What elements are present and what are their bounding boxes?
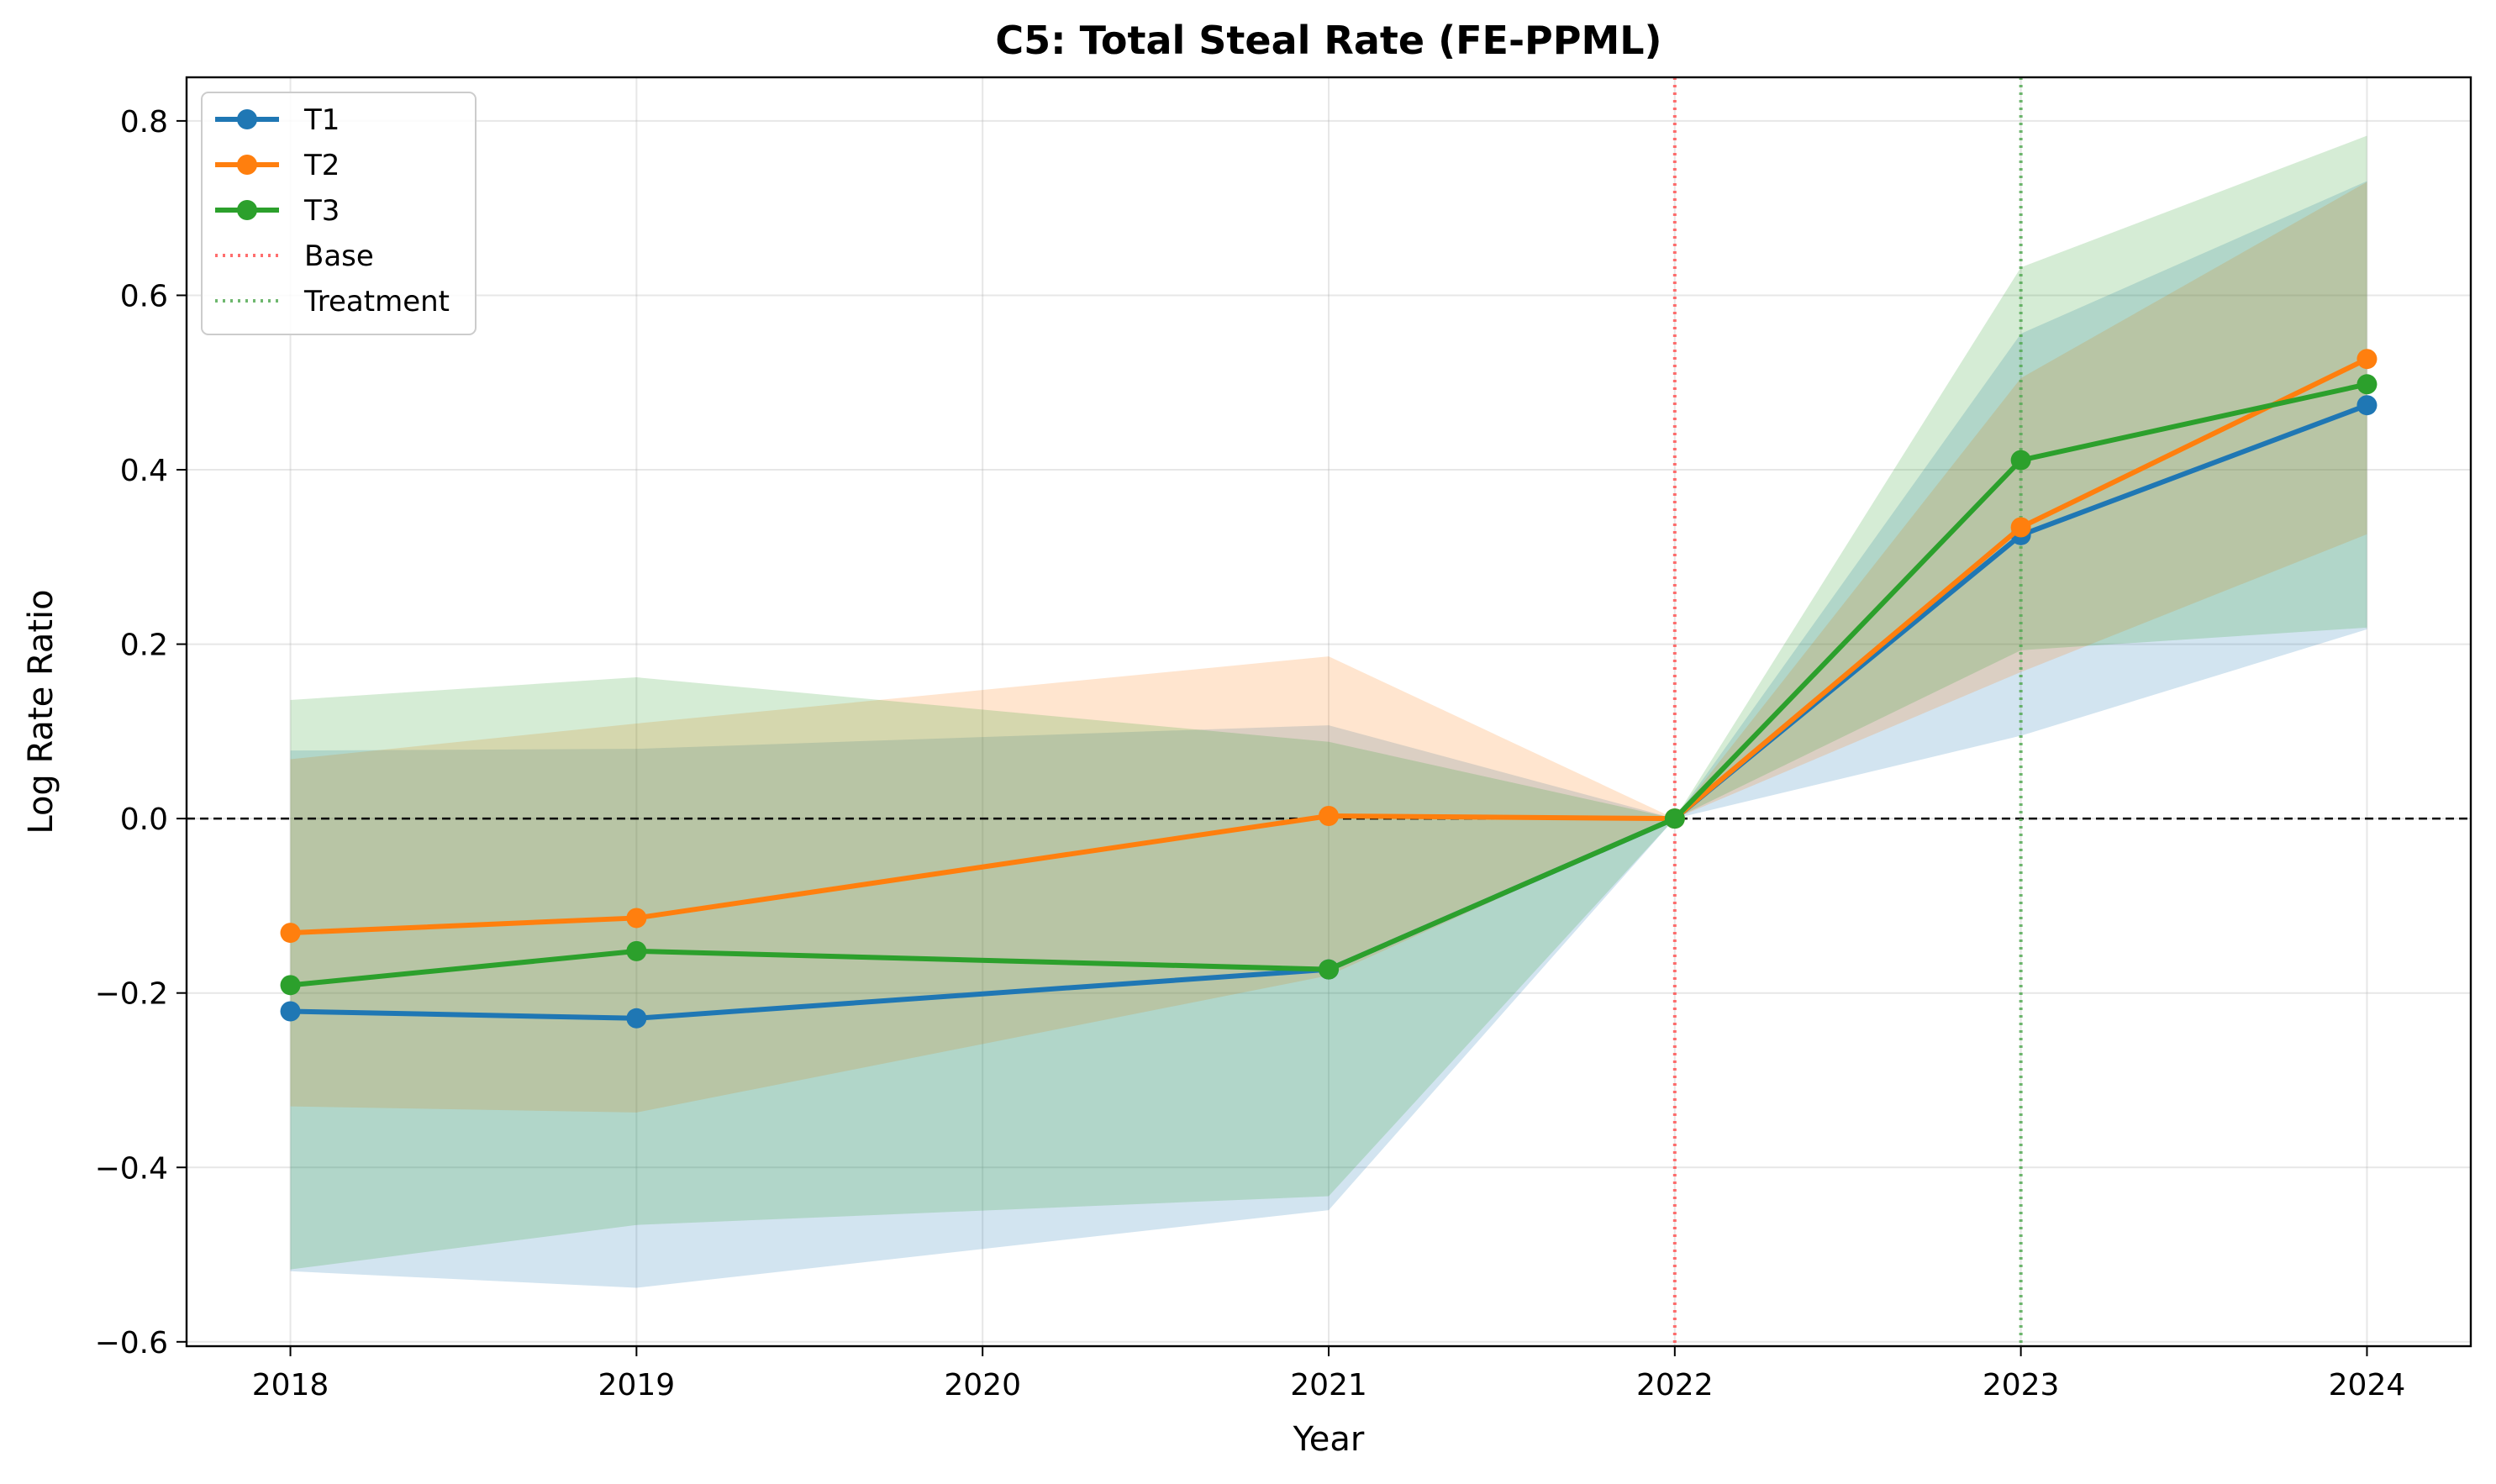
legend: T1 T2 T3 Base Treatment (201, 92, 477, 335)
legend-label-t1: T1 (303, 103, 340, 137)
data-point-t2 (280, 923, 301, 944)
x-axis-label: Year (1293, 1420, 1365, 1459)
y-tick-label: −0.6 (95, 1326, 168, 1360)
series-lines (280, 349, 2378, 1029)
y-tick-label: 0.8 (120, 105, 168, 139)
y-tick-label: 0.0 (120, 803, 168, 837)
reference-lines (187, 77, 2471, 1346)
legend-marker-t3 (237, 200, 257, 220)
x-tick-label: 2022 (1636, 1368, 1714, 1402)
x-tick-label: 2018 (252, 1368, 329, 1402)
y-tick-label: 0.6 (120, 279, 168, 313)
series-line-t2 (290, 356, 2368, 936)
x-tick-label: 2023 (1983, 1368, 2060, 1402)
data-point-t2 (626, 908, 647, 929)
data-point-t3 (280, 975, 301, 996)
ci-band-t2 (290, 182, 2367, 1113)
data-point-t3 (626, 940, 647, 961)
data-point-t3 (2010, 450, 2031, 471)
data-point-t3 (1319, 959, 1339, 980)
legend-label-t2: T2 (303, 149, 340, 182)
legend-label-base: Base (304, 239, 374, 273)
ticks: 2018 2019 2020 2021 2022 2023 2024 −0.6 −0.4 −0.2… (95, 105, 2406, 1402)
data-point-t3 (2356, 374, 2378, 395)
data-point-t2 (2356, 349, 2378, 370)
chart-title: C5: Total Steal Rate (FE-PPML) (995, 18, 1661, 63)
legend-label-treatment: Treatment (303, 285, 450, 318)
legend-label-t3: T3 (303, 194, 340, 228)
ci-band-t3 (290, 135, 2367, 1270)
y-axis-label: Log Rate Ratio (22, 589, 61, 834)
legend-box (201, 92, 477, 335)
data-point-t1 (2356, 395, 2378, 416)
series-line-t3 (290, 382, 2368, 988)
legend-marker-t1 (237, 109, 257, 129)
data-point-t1 (626, 1008, 647, 1029)
y-tick-label: 0.2 (120, 629, 168, 663)
x-tick-label: 2020 (944, 1368, 1021, 1402)
x-tick-label: 2021 (1290, 1368, 1367, 1402)
ci-band-t1 (290, 181, 2367, 1288)
confidence-bands (290, 135, 2367, 1288)
data-point-t2 (1319, 806, 1339, 827)
plot-area (187, 77, 2471, 1346)
data-point-t2 (2010, 517, 2031, 538)
x-tick-label: 2024 (2329, 1368, 2406, 1402)
data-point-t3 (1664, 808, 1685, 829)
data-point-t1 (280, 1001, 301, 1022)
y-tick-label: −0.4 (95, 1151, 168, 1186)
legend-marker-t2 (237, 155, 257, 175)
x-tick-label: 2019 (598, 1368, 676, 1402)
y-tick-label: −0.2 (95, 977, 168, 1012)
y-tick-label: 0.4 (120, 454, 168, 488)
